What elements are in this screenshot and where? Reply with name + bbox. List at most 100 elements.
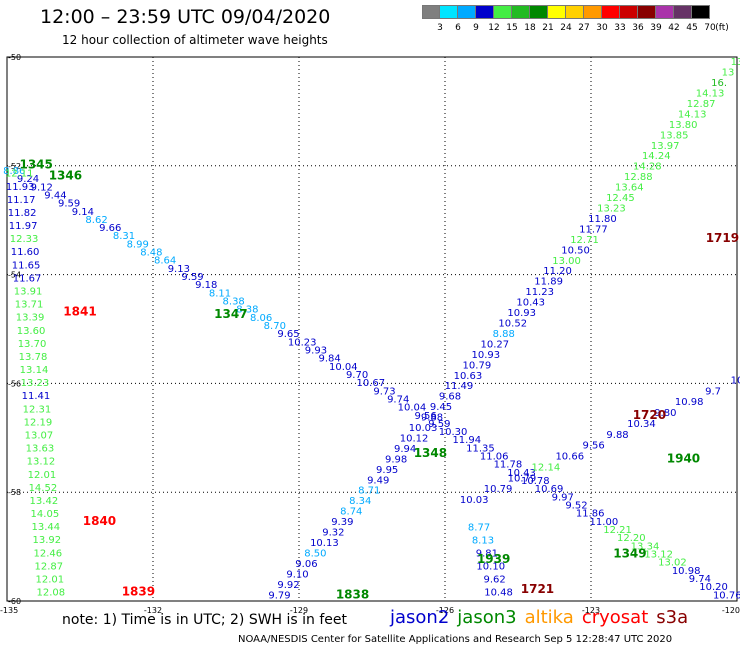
- wave-height-value: 10.27: [480, 339, 509, 350]
- wave-height-value: 9.13: [168, 264, 190, 275]
- wave-height-value: 10.63: [454, 371, 483, 382]
- lat-label: -50: [8, 53, 21, 62]
- wave-height-value: 10.52: [498, 318, 527, 329]
- wave-height-value: 13.02: [658, 558, 687, 569]
- wave-height-value: 9.62: [484, 575, 506, 586]
- wave-height-value: 13.12: [27, 457, 56, 468]
- wave-height-value: 11.20: [543, 266, 572, 277]
- wave-height-value: 8.77: [468, 522, 490, 533]
- wave-height-value: 10.03: [409, 423, 438, 434]
- wave-height-value: 13.63: [26, 444, 55, 455]
- wave-height-value: 9.73: [373, 386, 395, 397]
- legend-swatch-42: [656, 5, 674, 19]
- legend-unit: (ft): [715, 23, 729, 33]
- wave-height-value: 11.67: [13, 273, 42, 284]
- wave-height-value: 11.80: [588, 214, 617, 225]
- wave-height-value: 11.94: [452, 435, 481, 446]
- wave-height-value: 14.13: [678, 109, 707, 120]
- wave-height-value: 10.98: [672, 566, 701, 577]
- wave-height-value: 9.52: [565, 501, 587, 512]
- wave-height-value: 14.13: [696, 89, 725, 100]
- wave-height-value: 10.30: [439, 427, 468, 438]
- wave-height-value: 13.71: [15, 300, 44, 311]
- wave-height-value: 13.78: [19, 352, 48, 363]
- wave-height-value: 9.93: [305, 345, 327, 356]
- wave-height-value: 8.86: [3, 166, 25, 177]
- legend-label-6: 6: [455, 23, 461, 33]
- wave-height-value: 10.79: [508, 473, 537, 484]
- satellite-altika: altika: [524, 607, 574, 628]
- wave-height-value: 13.44: [32, 522, 61, 533]
- pass-time-label: 1841: [63, 304, 96, 318]
- wave-height-value: 8.74: [340, 507, 362, 518]
- wave-height-value: 12.21: [603, 525, 632, 536]
- wave-height-value: 11.65: [12, 260, 41, 271]
- wave-height-value: 13.70: [18, 339, 47, 350]
- legend-label-45: 45: [686, 23, 698, 33]
- wave-height-value: 12.14: [532, 462, 561, 473]
- pass-time-label: 1347: [214, 307, 247, 321]
- wave-height-value: 14.24: [642, 151, 671, 162]
- wave-height-value: 9.88: [421, 413, 443, 424]
- pass-time-label: 1349: [613, 546, 646, 560]
- wave-height-value: 8.88: [493, 329, 515, 340]
- pass-time-label: 1940: [667, 451, 700, 465]
- wave-height-value: 13.00: [552, 256, 581, 267]
- pass-time-label: 1345: [19, 158, 52, 172]
- legend-label-33: 33: [614, 23, 626, 33]
- wave-height-value: 10.50: [561, 245, 590, 256]
- lat-label: -52: [8, 162, 21, 171]
- wave-height-value: 11.93: [6, 182, 35, 193]
- wave-height-value: 9.80: [654, 408, 676, 419]
- legend-label-70: 70: [704, 23, 716, 33]
- wave-height-value: 9.65: [277, 329, 299, 340]
- satellite-legend: jason2 jason3 altika cryosat s3a: [390, 607, 696, 628]
- pass-time-label: 1839: [122, 585, 155, 599]
- wave-height-value: 8.48: [140, 248, 162, 259]
- map-title: 12:00 – 23:59 UTC 09/04/2020: [40, 6, 331, 28]
- footer-credit: NOAA/NESDIS Center for Satellite Applica…: [238, 634, 673, 645]
- wave-height-value: 10.12: [400, 433, 429, 444]
- wave-height-value: 14.05: [31, 509, 60, 520]
- wave-height-value: 8.11: [209, 288, 231, 299]
- legend-swatch-3: [422, 5, 440, 19]
- wave-height-value: 10.43: [516, 298, 545, 309]
- legend-swatch-15: [494, 5, 512, 19]
- wave-height-value: 11.49: [445, 381, 474, 392]
- wave-height-value: 9.18: [195, 280, 217, 291]
- wave-height-value: 8.99: [127, 239, 149, 250]
- wave-height-value: 14.52: [29, 483, 58, 494]
- wave-height-value: 8.38: [223, 297, 245, 308]
- wave-height-value: 11.06: [480, 452, 509, 463]
- wave-height-value: 8.13: [472, 535, 494, 546]
- legend-swatch-36: [620, 5, 638, 19]
- legend-swatch-45: [674, 5, 692, 19]
- wave-height-value: 13.97: [651, 141, 680, 152]
- lon-label: -120: [722, 606, 740, 615]
- wave-height-value: 13.80: [669, 120, 698, 131]
- wave-height-value: 13.42: [30, 496, 59, 507]
- satellite-cryosat: cryosat: [581, 607, 649, 628]
- wave-height-value: 13: [731, 57, 740, 68]
- wave-height-value: 9.24: [17, 174, 39, 185]
- wave-height-value: 10.93: [507, 308, 536, 319]
- wave-height-value: 8.50: [304, 548, 326, 559]
- wave-height-value: 12.31: [23, 404, 52, 415]
- wave-height-value: 11.35: [466, 443, 495, 454]
- wave-height-value: 11.23: [525, 287, 554, 298]
- legend-swatch-27: [566, 5, 584, 19]
- wave-height-value: 11.82: [8, 208, 37, 219]
- wave-height-value: 13.34: [631, 541, 660, 552]
- wave-height-value: 9.94: [394, 444, 416, 455]
- wave-height-value: 9.74: [689, 574, 711, 585]
- wave-height-value: 13.14: [20, 365, 49, 376]
- legend-swatch-6: [440, 5, 458, 19]
- wave-height-value: 13.12: [644, 549, 673, 560]
- wave-height-value: 12.01: [35, 574, 64, 585]
- legend-label-24: 24: [560, 23, 572, 33]
- wave-height-value: 10.04: [398, 403, 427, 414]
- wave-height-value: 13.60: [17, 326, 46, 337]
- wave-height-value: 12.46: [34, 548, 63, 559]
- wave-height-value: 11.00: [590, 517, 619, 528]
- wave-height-value: 10.79: [484, 484, 513, 495]
